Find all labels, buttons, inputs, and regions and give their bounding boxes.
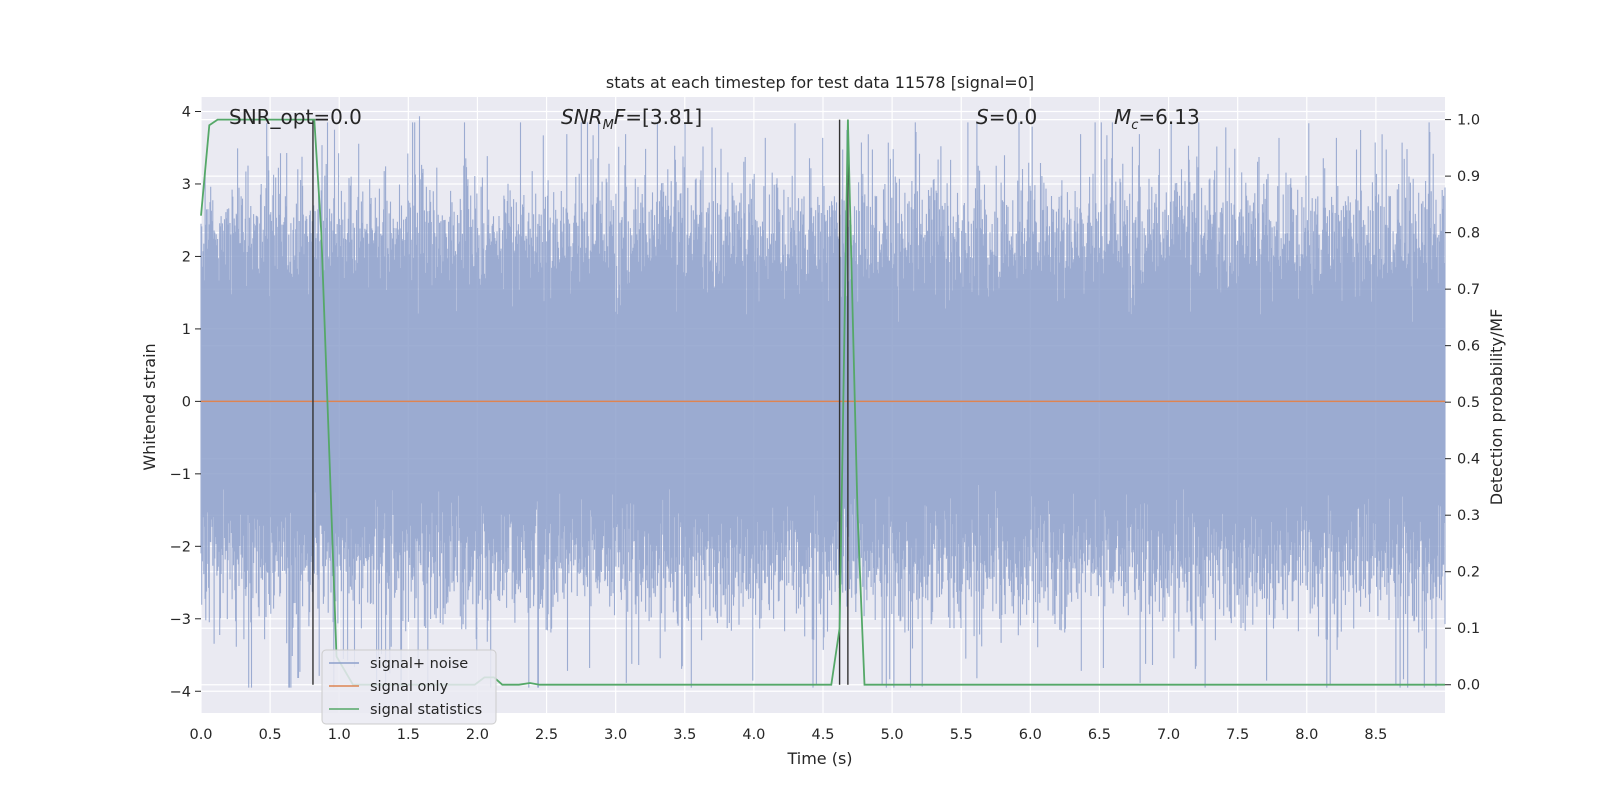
series-lines [200,118,1445,686]
chart-title: stats at each timestep for test data 115… [606,73,1034,92]
signal-statistics-line [200,118,1445,686]
x-tick-label: 0.0 [189,727,212,743]
x-tick-label: 2.5 [535,727,558,743]
signal-noise-line [200,116,1446,688]
x-tick-label: 6.0 [1019,727,1042,743]
x-tick-label: 2.0 [466,727,489,743]
x-tick-label: 1.5 [397,727,420,743]
x-tick-label: 5.0 [881,727,904,743]
x-tick-label: 5.5 [950,727,973,743]
legend-box [321,649,497,725]
y2-tick-label: 0.1 [1457,621,1480,637]
y2-axis-label: Detection probability/MF [1487,309,1506,506]
y-tick-labels: 4 3 2 1 0 −1 −2 −3 −4 [170,104,201,700]
x-tick-label: 3.0 [604,727,627,743]
y-tick-label: −1 [170,467,191,483]
legend: signal+ noise signal only signal statist… [321,649,497,725]
y2-tick-label: 0.8 [1457,226,1480,242]
snr-mf-annotation: SNRMF=[3.81] [561,105,702,133]
y2-tick-label: 0.9 [1457,169,1480,185]
legend-label-signal: signal only [370,679,449,695]
y2-tick-label: 0.4 [1457,452,1480,468]
y-tick-label: 0 [182,394,191,410]
x-tick-label: 8.5 [1364,727,1387,743]
x-tick-labels: 0.0 0.5 1.0 1.5 2.0 2.5 3.0 3.5 4.0 4.5 5.0 5.5 6.0 6… [189,727,1387,743]
x-tick-label: 4.0 [742,727,765,743]
y2-tick-label: 0.7 [1457,282,1480,298]
x-tick-label: 1.0 [328,727,351,743]
y-tick-label: 1 [182,322,191,338]
x-axis-label: Time (s) [786,749,852,768]
y2-tick-labels: 1.0 0.9 0.8 0.7 0.6 0.5 0.4 0.3 0.2 0.1 0.0 [1445,113,1480,694]
y2-tick-label: 0.0 [1457,678,1480,694]
y2-tick-label: 1.0 [1457,113,1480,129]
s-annotation: S=0.0 [976,105,1037,129]
x-tick-label: 8.0 [1295,727,1318,743]
x-tick-label: 7.5 [1226,727,1249,743]
legend-label-stats: signal statistics [370,702,482,718]
y-tick-label: 4 [182,104,191,120]
x-tick-label: 6.5 [1088,727,1111,743]
y2-tick-label: 0.2 [1457,565,1480,581]
signal-noise-series [200,116,1446,688]
y-tick-label: 2 [182,249,191,265]
y-axis-label: Whitened strain [140,343,159,470]
y-tick-label: −2 [170,539,191,555]
snr-opt-annotation: SNR_opt=0.0 [229,105,362,129]
x-tick-label: 4.5 [811,727,834,743]
x-tick-label: 3.5 [673,727,696,743]
mc-annotation: Mc=6.13 [1114,105,1200,133]
y2-tick-label: 0.5 [1457,395,1480,411]
legend-label-noise: signal+ noise [370,656,468,672]
y2-tick-label: 0.6 [1457,339,1480,355]
y2-tick-label: 0.3 [1457,508,1480,524]
x-tick-label: 7.0 [1157,727,1180,743]
x-tick-label: 0.5 [259,727,282,743]
y-tick-label: −4 [170,684,191,700]
y-tick-label: −3 [170,612,191,628]
y-tick-label: 3 [182,177,191,193]
